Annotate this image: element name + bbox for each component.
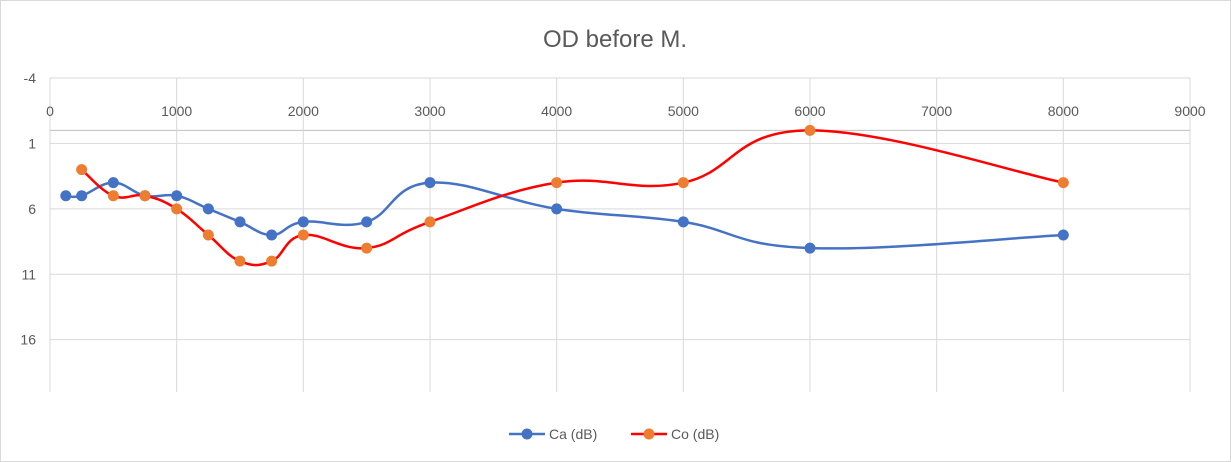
data-point (1057, 177, 1069, 189)
series-line (65, 181, 1064, 250)
x-tick-label: 1000 (161, 103, 192, 119)
series-group (60, 124, 1069, 267)
y-tick-label: 16 (20, 332, 36, 348)
legend-item: Ca (dB) (509, 426, 597, 442)
data-point (202, 229, 214, 241)
legend-marker (521, 428, 533, 440)
data-point (297, 216, 309, 228)
x-tick-label: 2000 (288, 103, 319, 119)
data-point (551, 177, 563, 189)
x-tick-label: 6000 (794, 103, 825, 119)
data-point (76, 164, 88, 176)
y-tick-label: 11 (21, 266, 36, 282)
data-point (202, 203, 214, 215)
data-point (424, 216, 436, 228)
data-point (424, 177, 436, 189)
x-tick-label: 9000 (1174, 103, 1205, 119)
x-tick-label: 0 (46, 103, 54, 119)
data-point (171, 190, 183, 202)
legend-marker (643, 428, 655, 440)
data-point (677, 177, 689, 189)
y-tick-label: 1 (28, 135, 36, 151)
data-point (60, 190, 72, 202)
data-point (107, 177, 119, 189)
x-tick-label: 3000 (414, 103, 445, 119)
y-tick-label: 6 (28, 201, 36, 217)
legend-label: Ca (dB) (549, 426, 597, 442)
data-point (361, 216, 373, 228)
data-point (266, 229, 278, 241)
x-tick-label: 7000 (921, 103, 952, 119)
data-point (234, 216, 246, 228)
data-point (804, 242, 816, 254)
data-point (297, 229, 309, 241)
data-point (551, 203, 563, 215)
x-tick-label: 5000 (668, 103, 699, 119)
data-point (677, 216, 689, 228)
data-point (266, 255, 278, 267)
data-point (234, 255, 246, 267)
chart-title: OD before M. (543, 26, 687, 53)
data-point (361, 242, 373, 254)
series-co (76, 124, 1069, 267)
legend: Ca (dB) Co (dB) (509, 426, 719, 442)
data-point (804, 124, 816, 136)
y-tick-label: -4 (24, 70, 37, 86)
data-point (171, 203, 183, 215)
data-point (76, 190, 88, 202)
data-point (1057, 229, 1069, 241)
series-line (80, 129, 1064, 267)
x-tick-label: 8000 (1048, 103, 1079, 119)
x-axis-tick-labels: 0 1000 2000 3000 4000 5000 6000 7000 8000 9000 (46, 103, 1206, 119)
legend-label: Co (dB) (671, 426, 719, 442)
gridlines (49, 77, 1191, 392)
legend-item: Co (dB) (631, 426, 719, 442)
data-point (139, 190, 151, 202)
data-point (107, 190, 119, 202)
series-ca (60, 177, 1069, 254)
x-tick-label: 4000 (541, 103, 572, 119)
